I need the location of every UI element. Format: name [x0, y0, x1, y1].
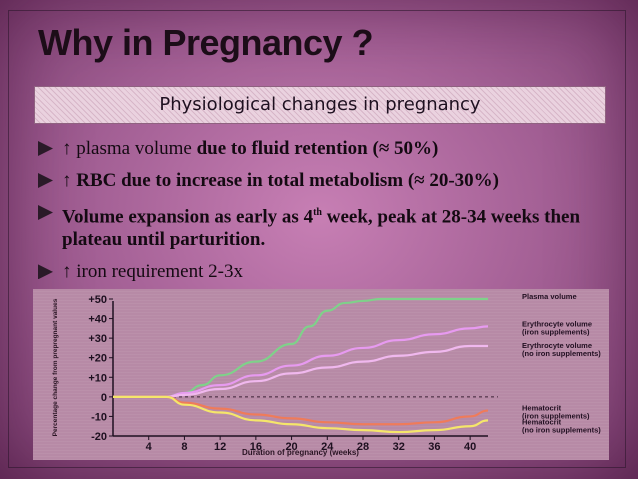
y-tick-label: +10 — [88, 372, 107, 384]
bullet-marker-icon — [38, 141, 53, 156]
subtitle-text: Physiological changes in pregnancy — [159, 94, 481, 115]
legend-hematocrit-noiron-line2: (no iron supplements) — [522, 425, 601, 434]
series-erythrocyte-noiron-line — [113, 344, 488, 398]
x-tick-label: 4 — [146, 441, 153, 453]
bullet-text-bold: week, peak at 28-34 weeks then plateau u… — [62, 206, 581, 251]
y-tick-label: +50 — [88, 294, 107, 306]
y-tick-label: +20 — [88, 353, 107, 365]
pregnancy-changes-chart: +50 +40 +30 +20 +10 0 -10 -20 4 8 12 16 20 24 28 32 36 40… — [52, 292, 601, 457]
legend-erythrocyte-noiron-line2: (no iron supplements) — [522, 349, 601, 358]
bullet-marker-icon — [38, 173, 53, 188]
x-tick-label: 36 — [428, 441, 440, 453]
x-axis-label: Duration of pregnancy (weeks) — [242, 448, 359, 457]
x-tick-label: 28 — [357, 441, 369, 453]
bullet-text-bold: ↑ RBC due to increase in total metabolis… — [62, 170, 500, 191]
subtitle-banner: Physiological changes in pregnancy — [34, 86, 606, 124]
legend-hematocrit-iron-line2: (iron supplements) — [522, 412, 590, 421]
x-tick-label: 12 — [214, 441, 226, 453]
bullet-marker-icon — [38, 205, 53, 220]
series-hematocrit-noiron-line — [113, 395, 489, 434]
y-tick-label: -10 — [91, 411, 107, 423]
legend-plasma-volume-line1: Plasma volume — [522, 292, 577, 301]
x-tick-label: 24 — [321, 441, 334, 453]
bullet-iron-requirement: ↑ iron requirement 2-3x — [38, 260, 618, 283]
bullet-text-bold: Volume expansion as early as 4 — [62, 206, 314, 228]
bullet-list: ↑ plasma volume due to fluid retention (… — [38, 137, 618, 292]
y-axis-label: Percentage change from prepregnant value… — [52, 298, 59, 436]
chart-panel: +50 +40 +30 +20 +10 0 -10 -20 4 8 12 16 20 24 28 32 36 40… — [33, 289, 609, 460]
legend-erythrocyte-iron-line1: Erythrocyte volume — [522, 319, 592, 328]
y-tick-label: +40 — [88, 314, 107, 326]
y-tick-label: 0 — [101, 392, 107, 404]
series-plasma-volume-line — [113, 297, 488, 398]
legend-erythrocyte-noiron-line1: Erythrocyte volume — [522, 341, 592, 350]
bullet-volume-expansion: Volume expansion as early as 4th week, p… — [38, 201, 618, 251]
bullet-rbc: ↑ RBC due to increase in total metabolis… — [38, 169, 618, 192]
legend-hematocrit-noiron-line1: Hematocrit — [522, 417, 562, 426]
bullet-text: ↑ iron requirement 2-3x — [62, 261, 243, 283]
bullet-superscript: th — [313, 207, 322, 218]
bullet-text-bold: due to fluid retention (≈ 50%) — [196, 138, 439, 159]
bullet-text: ↑ plasma volume — [62, 138, 197, 159]
bullet-marker-icon — [38, 264, 53, 280]
slide-title: Why in Pregnancy ? — [38, 22, 374, 63]
x-tick-label: 20 — [285, 441, 297, 453]
y-tick-label: -20 — [91, 431, 107, 443]
x-tick-label: 16 — [250, 441, 262, 453]
legend-erythrocyte-iron-line2: (iron supplements) — [522, 327, 590, 336]
bullet-plasma-volume: ↑ plasma volume due to fluid retention (… — [38, 137, 618, 160]
chart-texture — [33, 289, 609, 460]
x-tick-label: 40 — [464, 441, 476, 453]
series-hematocrit-iron-line — [113, 395, 489, 426]
legend-hematocrit-iron-line1: Hematocrit — [522, 404, 562, 413]
slide-frame — [8, 10, 626, 468]
series-erythrocyte-iron-line — [113, 325, 489, 398]
x-tick-label: 32 — [393, 441, 405, 453]
y-tick-label: +30 — [88, 333, 107, 345]
x-tick-label: 8 — [181, 441, 187, 453]
